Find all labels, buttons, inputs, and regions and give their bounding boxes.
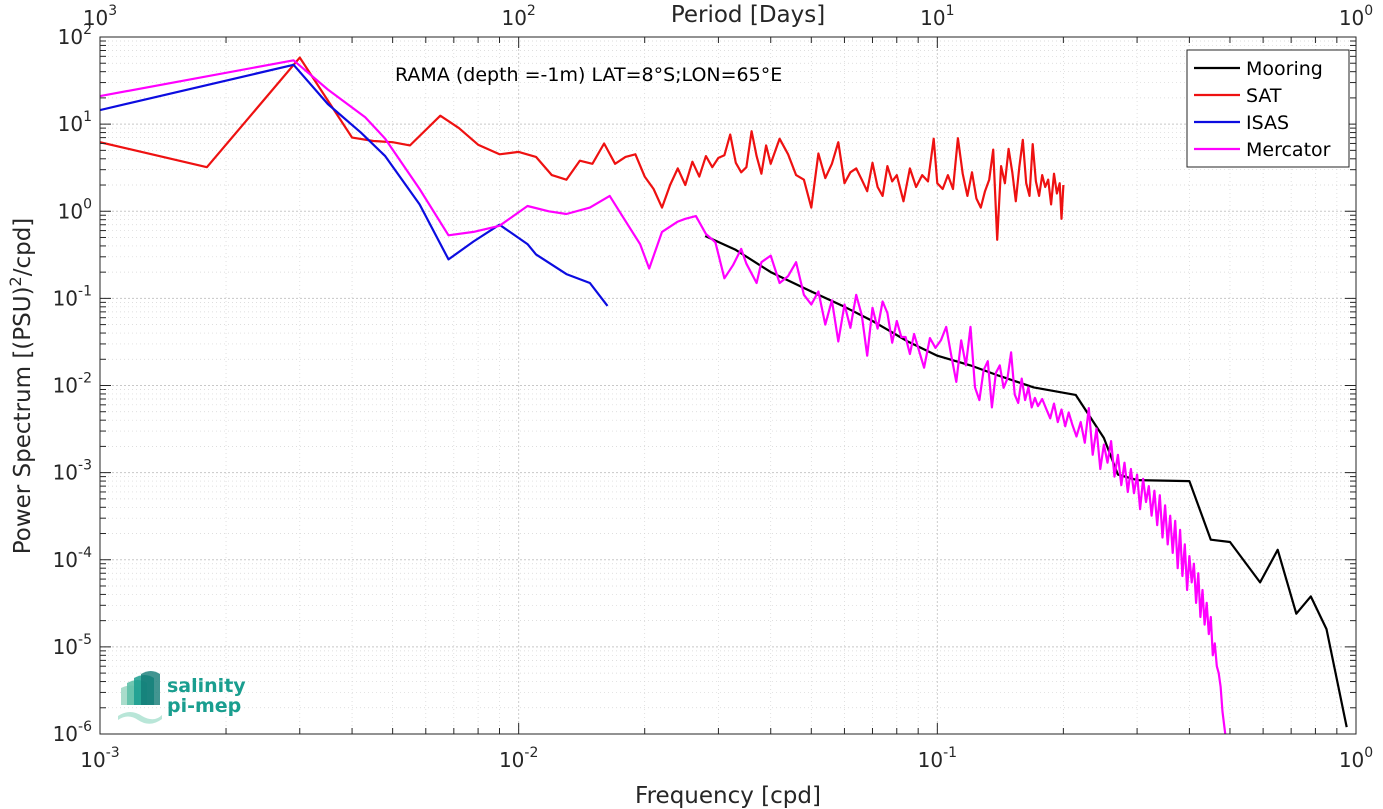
y-axis-label-sup: 2 — [6, 276, 25, 286]
y-axis-label-part1: Power Spectrum [(PSU) — [10, 286, 36, 554]
y-axis-label-part2: /cpd] — [10, 218, 36, 277]
legend-box — [1186, 49, 1350, 168]
series-line-mercator — [100, 59, 1227, 734]
x-axis-label: Frequency [cpd] — [635, 783, 821, 809]
x-tick-label: 10-3 — [80, 745, 119, 772]
y-tick-label: 10-6 — [53, 719, 93, 746]
top-tick-label: 101 — [920, 3, 954, 30]
series-line-isas — [100, 63, 609, 307]
y-tick-label: 101 — [58, 109, 92, 136]
series-line-sat — [100, 56, 1065, 241]
logo-text-line2: pi-mep — [167, 695, 241, 717]
legend-label-mercator: Mercator — [1246, 139, 1331, 161]
y-tick-label: 10-1 — [53, 283, 92, 310]
x-tick-label: 10-1 — [918, 745, 957, 772]
legend-label-isas: ISAS — [1246, 112, 1289, 134]
logo-text-line1: salinity — [167, 675, 246, 697]
y-tick-label: 10-4 — [53, 545, 93, 572]
series-layer — [100, 56, 1348, 734]
top-axis-label: Period [Days] — [671, 2, 825, 28]
top-tick-label: 102 — [501, 3, 535, 30]
tick-marks — [99, 36, 1357, 735]
top-tick-label: 100 — [1339, 3, 1373, 30]
chart-annotation: RAMA (depth =-1m) LAT=8°S;LON=65°E — [395, 64, 782, 86]
logo-mark-icon — [118, 671, 162, 724]
y-axis-label: Power Spectrum [(PSU)2/cpd] — [6, 218, 36, 555]
x-tick-label: 10-2 — [499, 745, 538, 772]
y-tick-label: 102 — [58, 22, 92, 49]
legend-label-mooring: Mooring — [1246, 58, 1323, 80]
salinity-pi-mep-logo: salinity pi-mep — [118, 671, 246, 724]
y-tick-label: 10-2 — [53, 371, 92, 398]
x-tick-label: 100 — [1339, 745, 1373, 772]
y-tick-label: 10-5 — [53, 632, 92, 659]
top-tick-label: 103 — [83, 3, 117, 30]
y-tick-label: 10-3 — [53, 458, 92, 485]
legend: Mooring SAT ISAS Mercator — [1186, 49, 1350, 168]
legend-label-sat: SAT — [1246, 85, 1282, 107]
y-tick-label: 100 — [58, 196, 92, 223]
minor-grid — [100, 37, 1356, 734]
